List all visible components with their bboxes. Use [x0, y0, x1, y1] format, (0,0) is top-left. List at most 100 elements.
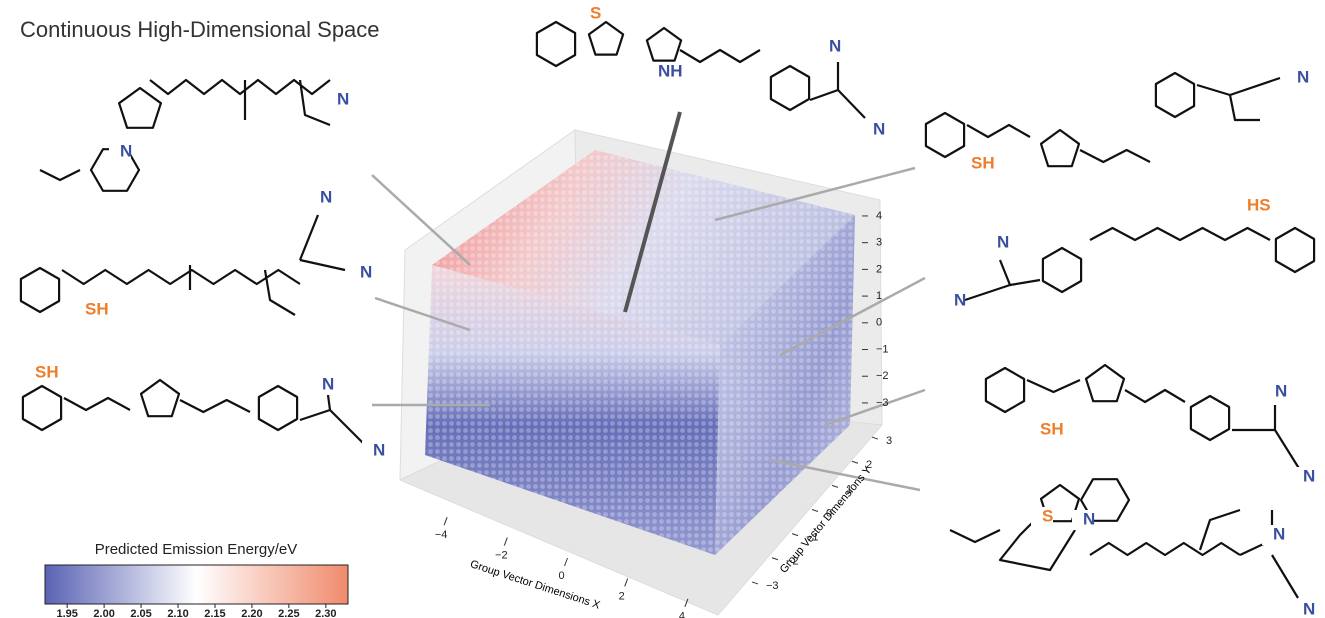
- atom-label: NH: [658, 61, 683, 80]
- atom-label: N: [997, 232, 1009, 251]
- atom-label: SH: [971, 153, 995, 172]
- x-axis-label: Group Vector Dimensions X: [469, 558, 602, 612]
- x-tick-label: 4: [679, 611, 685, 618]
- title: Continuous High-Dimensional Space: [20, 17, 380, 42]
- z-tick-label: −2: [876, 370, 889, 382]
- bond: [950, 530, 1000, 542]
- x-tick-label: −4: [435, 529, 448, 541]
- atom-label: N: [1303, 599, 1315, 618]
- bond: [967, 125, 1030, 137]
- bond: [180, 400, 250, 412]
- ring: [1086, 365, 1124, 401]
- atom-label: S: [1042, 506, 1053, 525]
- atom-label: N: [320, 187, 332, 206]
- atom-label: SH: [1040, 419, 1064, 438]
- x-tick-label: −2: [495, 550, 508, 562]
- y-tick-label: 0: [826, 507, 832, 519]
- ring: [1043, 248, 1081, 292]
- y-tick-label: 2: [866, 459, 872, 471]
- atom-label: N: [873, 119, 885, 138]
- ring: [771, 66, 809, 110]
- bond: [300, 215, 318, 260]
- bond: [1000, 260, 1040, 285]
- ring: [1191, 396, 1229, 440]
- colorbar-tick-label: 2.00: [93, 608, 114, 618]
- atom-label: N: [829, 36, 841, 55]
- z-tick-label: −3: [876, 397, 889, 409]
- z-tick-label: 3: [876, 237, 882, 249]
- bond: [680, 50, 760, 62]
- y-tick: [792, 534, 798, 536]
- colorbar-label: Predicted Emission Energy/eV: [95, 541, 298, 558]
- y-tick-label: −3: [766, 580, 779, 592]
- ring: [259, 386, 297, 430]
- y-tick-label: 1: [846, 483, 852, 495]
- bond: [1090, 228, 1270, 240]
- bond: [1125, 390, 1185, 402]
- ring: [589, 22, 623, 55]
- atom-label: N: [360, 262, 372, 281]
- y-tick: [752, 582, 758, 584]
- colorbar-tick-label: 2.20: [241, 608, 262, 618]
- atom-label: N: [1297, 67, 1309, 86]
- z-tick-label: 0: [876, 317, 882, 329]
- z-tick-label: −1: [876, 343, 889, 355]
- ring: [21, 268, 59, 312]
- z-tick-label: 2: [876, 263, 882, 275]
- atom-label: N: [373, 440, 385, 459]
- y-tick-label: 3: [886, 435, 892, 447]
- bond: [40, 170, 80, 180]
- y-tick-label: −2: [786, 556, 799, 568]
- atom-label: N: [1083, 509, 1095, 528]
- atom-label: SH: [85, 299, 109, 318]
- bond: [300, 395, 330, 420]
- ring: [1041, 130, 1079, 166]
- y-tick: [872, 437, 878, 439]
- x-tick-label: 0: [558, 570, 564, 582]
- bond: [150, 80, 330, 94]
- ring: [1276, 228, 1314, 272]
- ring: [1156, 73, 1194, 117]
- ring: [647, 28, 681, 61]
- colorbar-tick-label: 2.05: [130, 608, 151, 618]
- bond: [64, 398, 130, 410]
- y-tick-label: −1: [806, 532, 819, 544]
- bond: [810, 62, 838, 100]
- colorbar-tick-label: 2.10: [167, 608, 188, 618]
- bond: [838, 90, 865, 118]
- atom-label: N: [337, 89, 349, 108]
- z-tick-label: 4: [876, 210, 882, 222]
- atom-label: N: [1275, 381, 1287, 400]
- colorbar-tick-label: 2.15: [204, 608, 225, 618]
- ring: [119, 88, 161, 128]
- atom-label: N: [120, 141, 132, 160]
- figure: Continuous High-Dimensional Space S NH N N N…: [0, 0, 1325, 618]
- colorbar-tick-label: 2.25: [278, 608, 299, 618]
- y-tick: [772, 558, 778, 560]
- ring: [23, 386, 61, 430]
- bond: [300, 80, 330, 125]
- bond: [1090, 543, 1240, 555]
- y-tick: [812, 510, 818, 512]
- ring: [926, 113, 964, 157]
- atom-label: N: [1303, 466, 1315, 485]
- y-tick: [832, 485, 838, 487]
- atom-label: N: [1273, 524, 1285, 543]
- atom-label: N: [322, 374, 334, 393]
- colorbar-tick-label: 2.30: [315, 608, 336, 618]
- colorbar: [45, 565, 348, 604]
- x-tick: [444, 517, 447, 525]
- bond: [1230, 95, 1260, 120]
- z-tick-label: 1: [876, 290, 882, 302]
- ring: [537, 22, 575, 66]
- atom-label: N: [954, 290, 966, 309]
- bond: [330, 410, 365, 445]
- atom-label: S: [590, 3, 601, 22]
- x-tick-label: 2: [619, 590, 625, 602]
- ring: [986, 368, 1024, 412]
- bond: [1027, 380, 1080, 392]
- colorbar-tick-label: 1.95: [56, 608, 77, 618]
- bond: [1197, 78, 1280, 95]
- bond: [1275, 430, 1300, 470]
- bond: [965, 285, 1010, 300]
